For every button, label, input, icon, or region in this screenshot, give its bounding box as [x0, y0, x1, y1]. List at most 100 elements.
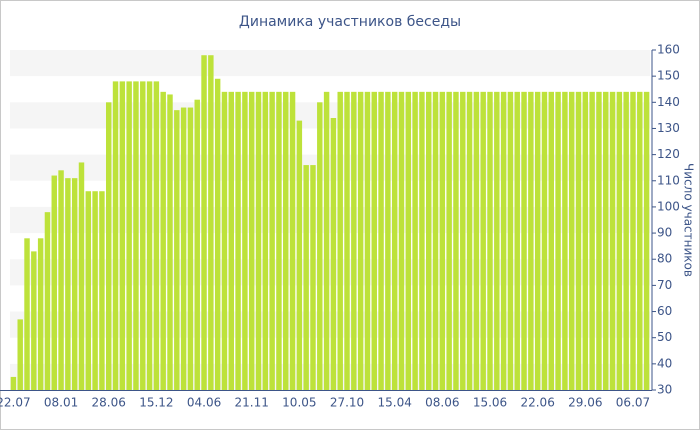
bar	[487, 91, 493, 390]
x-tick-label: 22.07	[0, 396, 31, 410]
bar	[616, 91, 623, 390]
bar	[528, 91, 534, 390]
bar	[99, 191, 105, 390]
y-tick-label: 30	[657, 383, 672, 397]
y-tick-label: 90	[657, 226, 672, 240]
bar	[521, 91, 527, 390]
bar	[589, 91, 595, 390]
bar	[323, 91, 330, 390]
bar	[146, 81, 153, 390]
y-axis-label: Число участников	[682, 163, 696, 277]
bar	[160, 91, 166, 390]
bar	[412, 91, 418, 390]
bar	[534, 91, 541, 390]
bar	[24, 238, 30, 390]
bar	[235, 91, 241, 390]
x-tick-label: 08.06	[425, 396, 459, 410]
bar	[248, 91, 255, 390]
bar	[221, 91, 228, 390]
bar	[582, 91, 589, 390]
bar	[466, 91, 473, 390]
x-tick-label: 04.06	[187, 396, 221, 410]
y-tick-label: 110	[657, 173, 680, 187]
bar	[344, 91, 350, 390]
x-tick-label: 08.01	[44, 396, 78, 410]
bar	[500, 91, 507, 390]
bar	[357, 91, 364, 390]
bar	[65, 178, 71, 390]
bar	[351, 91, 357, 390]
bar	[391, 91, 398, 390]
y-tick-label: 130	[657, 121, 680, 135]
bar	[419, 91, 425, 390]
bar	[208, 55, 214, 390]
bar	[364, 91, 371, 390]
bar	[398, 91, 405, 390]
bar	[44, 212, 51, 390]
bar	[310, 165, 316, 390]
bar	[385, 91, 391, 390]
bar	[494, 91, 500, 390]
x-tick-label: 22.06	[520, 396, 554, 410]
bar	[337, 91, 343, 390]
bar	[303, 165, 309, 390]
bar	[426, 91, 432, 390]
bar	[603, 91, 609, 390]
bar	[78, 162, 85, 390]
bar	[37, 238, 44, 390]
bar	[453, 91, 459, 390]
bar	[378, 91, 384, 390]
bar	[71, 178, 78, 390]
bar	[548, 91, 554, 390]
bar	[194, 99, 200, 390]
bar	[514, 91, 520, 390]
y-tick-label: 70	[657, 278, 672, 292]
bar	[317, 102, 323, 391]
bar	[106, 102, 112, 391]
x-tick-label: 15.04	[378, 396, 412, 410]
bar	[555, 91, 561, 390]
x-tick-label: 29.06	[568, 396, 602, 410]
bar	[480, 91, 486, 390]
bar	[296, 120, 303, 390]
bar	[228, 91, 234, 390]
y-tick-label: 160	[657, 43, 680, 57]
bar	[133, 81, 139, 390]
x-tick-label: 15.06	[473, 396, 507, 410]
x-tick-label: 27.10	[330, 396, 364, 410]
bar	[214, 78, 221, 391]
chart-title: Динамика участников беседы	[239, 14, 461, 30]
y-tick-label: 150	[657, 69, 680, 83]
grid-band	[10, 50, 650, 77]
bar	[276, 91, 282, 390]
bar	[10, 376, 17, 390]
bar	[330, 118, 337, 390]
bar	[596, 91, 602, 390]
bar	[17, 319, 23, 390]
bar	[460, 91, 466, 390]
bar	[112, 81, 119, 390]
bar	[289, 91, 296, 390]
bar	[201, 55, 207, 390]
x-tick-label: 10.05	[282, 396, 316, 410]
bar	[58, 170, 64, 390]
bar	[446, 91, 452, 390]
bar	[623, 91, 629, 390]
bar	[371, 91, 377, 390]
bar	[609, 91, 616, 390]
bar	[262, 91, 269, 390]
bar	[31, 251, 37, 390]
bar	[637, 91, 643, 390]
y-tick-label: 60	[657, 304, 672, 318]
bar	[51, 175, 57, 390]
bar	[126, 81, 132, 390]
bar	[180, 107, 187, 391]
x-tick-label: 15.12	[139, 396, 173, 410]
bar	[575, 91, 582, 390]
bar	[174, 110, 180, 391]
bar	[242, 91, 248, 390]
bar	[167, 94, 173, 390]
bar	[473, 91, 480, 390]
y-tick-label: 80	[657, 252, 672, 266]
